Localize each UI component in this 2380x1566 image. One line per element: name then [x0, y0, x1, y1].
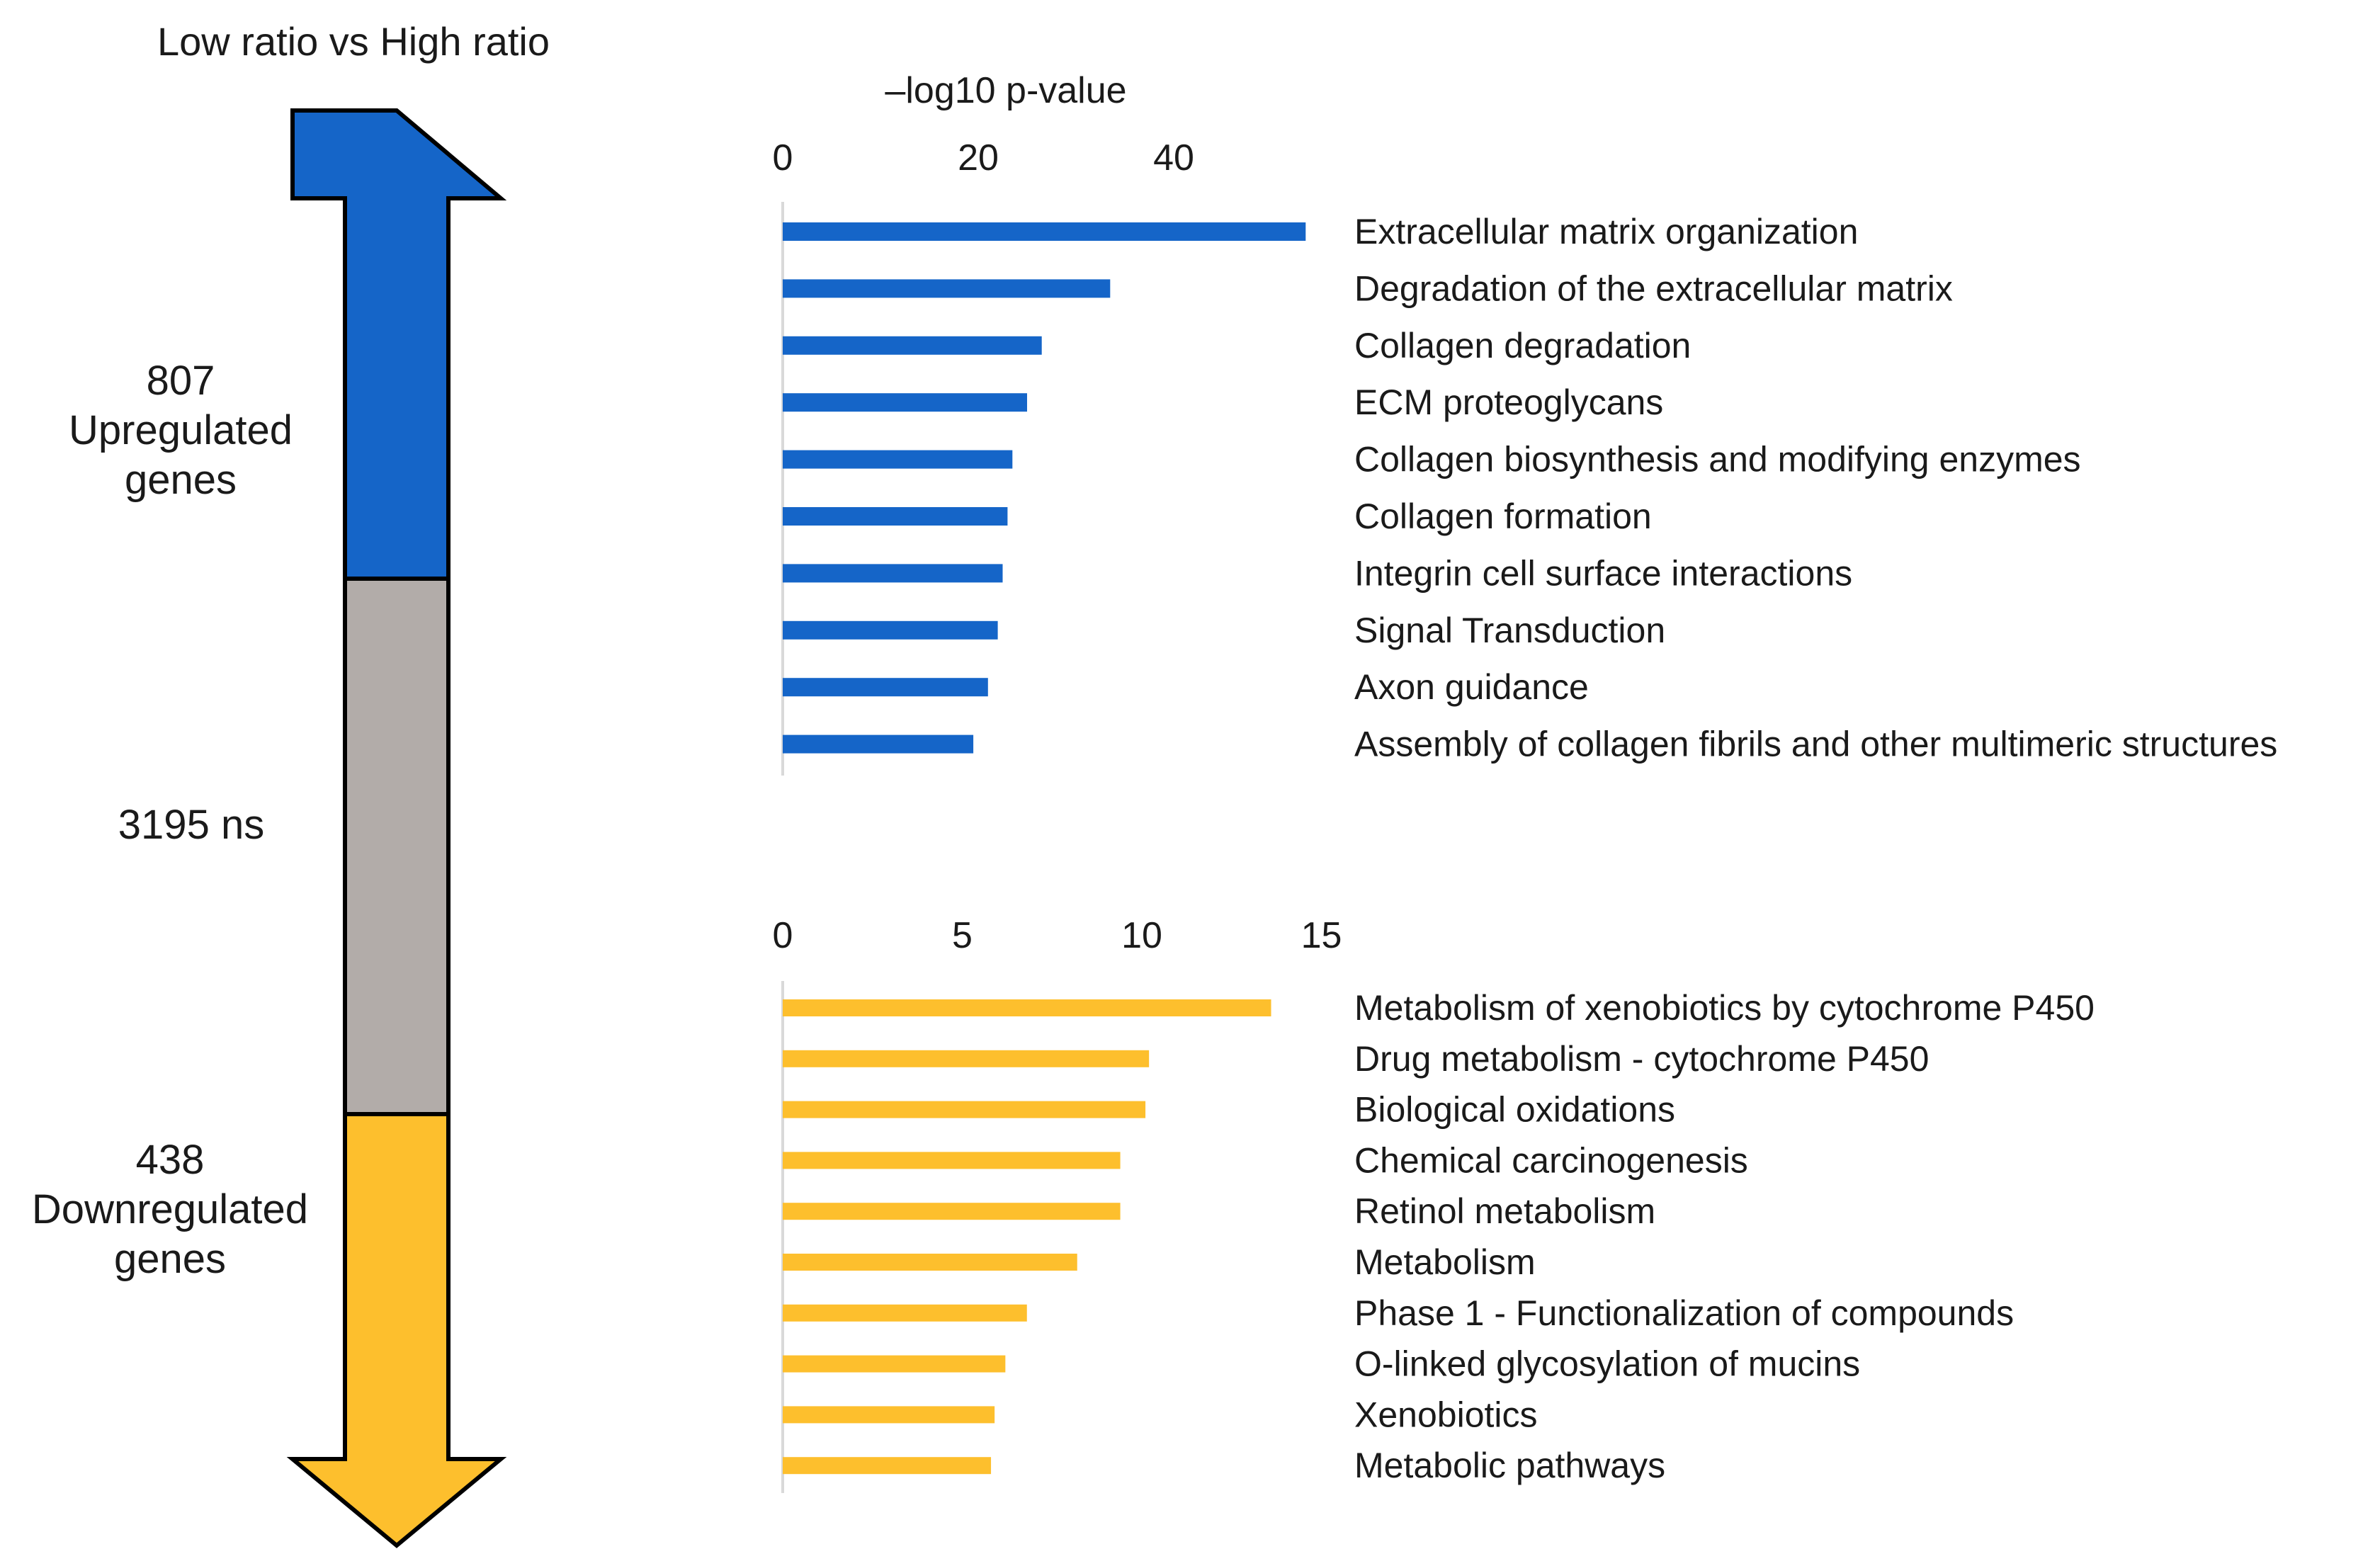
- downregulated-arrow-segment: [286, 1112, 507, 1548]
- chart-down-category-label: Metabolic pathways: [1354, 1446, 1665, 1485]
- chart-down-bar: [783, 1406, 995, 1424]
- chart-down-tick-label: 5: [952, 915, 973, 956]
- chart-down-tick-label: 15: [1301, 915, 1342, 956]
- not-significant-segment: [343, 577, 450, 1116]
- chart-up-title: –log10 p-value: [885, 70, 1126, 111]
- comparison-title: Low ratio vs High ratio: [157, 19, 550, 64]
- chart-down-tick-label: 0: [773, 915, 793, 956]
- chart-down-bar: [783, 1304, 1027, 1322]
- downregulated-count: 438: [135, 1137, 205, 1183]
- chart-up-bar: [783, 393, 1027, 412]
- chart-up-category-label: Degradation of the extracellular matrix: [1354, 268, 1953, 308]
- chart-down-bar: [783, 1355, 1006, 1373]
- regulation-arrow: [286, 108, 507, 1548]
- chart-up-bar: [783, 620, 998, 640]
- downregulated-suffix: genes: [113, 1236, 227, 1282]
- chart-down-category-label: O-linked glycosylation of mucins: [1354, 1344, 1860, 1384]
- chart-down-category-label: Xenobiotics: [1354, 1395, 1538, 1434]
- chart-up-bar: [783, 507, 1008, 526]
- chart-up-category-label: Collagen degradation: [1354, 326, 1691, 365]
- upregulated-suffix: genes: [124, 457, 237, 503]
- downregulated-summary: 438 Downregulated genes: [7, 1135, 333, 1284]
- chart-up-category-label: Integrin cell surface interactions: [1354, 553, 1852, 593]
- chart-up-category-label: Axon guidance: [1354, 667, 1589, 707]
- upregulated-summary: 807 Upregulated genes: [28, 356, 333, 505]
- chart-down-tick-label: 10: [1121, 915, 1162, 956]
- pathway-charts: –log10 p-value 0 20 40 Extracellular matrix …: [773, 70, 2277, 1493]
- chart-down-bar: [783, 1050, 1150, 1067]
- chart-up-category-label: Collagen biosynthesis and modifying enzy…: [1354, 440, 2081, 480]
- chart-down-bar: [783, 999, 1271, 1016]
- chart-down-bar: [783, 1203, 1121, 1220]
- chart-up-category-label: Collagen formation: [1354, 497, 1652, 536]
- chart-up-category-label: Signal Transduction: [1354, 611, 1665, 650]
- not-significant-label: 3195 ns: [118, 802, 265, 848]
- chart-up-tick-label: 40: [1153, 137, 1194, 178]
- upregulated-arrow-segment: [290, 108, 507, 581]
- chart-up-bar: [783, 222, 1306, 241]
- chart-down-bar: [783, 1457, 992, 1475]
- chart-down-category-label: Biological oxidations: [1354, 1090, 1675, 1130]
- chart-up-bar: [783, 279, 1111, 298]
- chart-down-category-label: Metabolism: [1354, 1242, 1536, 1282]
- chart-up-bar: [783, 564, 1003, 583]
- chart-down-category-label: Phase 1 - Functionalization of compounds: [1354, 1293, 2014, 1333]
- chart-down-bar: [783, 1152, 1121, 1169]
- chart-up-category-label: Extracellular matrix organization: [1354, 212, 1858, 251]
- chart-down-category-label: Chemical carcinogenesis: [1354, 1140, 1748, 1180]
- chart-down-category-label: Drug metabolism - cytochrome P450: [1354, 1039, 1929, 1079]
- chart-up-tick-label: 20: [958, 137, 999, 178]
- chart-down-bar: [783, 1101, 1146, 1118]
- upregulated-label: Upregulated: [69, 407, 293, 453]
- downregulated-label: Downregulated: [31, 1186, 309, 1232]
- chart-up-bar: [783, 450, 1013, 469]
- chart-up-bar: [783, 678, 988, 697]
- chart-up-bar: [783, 734, 974, 754]
- upregulated-count: 807: [146, 358, 215, 404]
- chart-up-bar: [783, 336, 1042, 355]
- chart-down-category-label: Retinol metabolism: [1354, 1191, 1655, 1231]
- chart-down-category-label: Metabolism of xenobiotics by cytochrome …: [1354, 988, 2095, 1028]
- chart-up-tick-label: 0: [773, 137, 793, 178]
- chart-down-bar: [783, 1254, 1077, 1271]
- chart-up-category-label: ECM proteoglycans: [1354, 382, 1663, 422]
- chart-up-category-label: Assembly of collagen fibrils and other m…: [1354, 725, 2277, 764]
